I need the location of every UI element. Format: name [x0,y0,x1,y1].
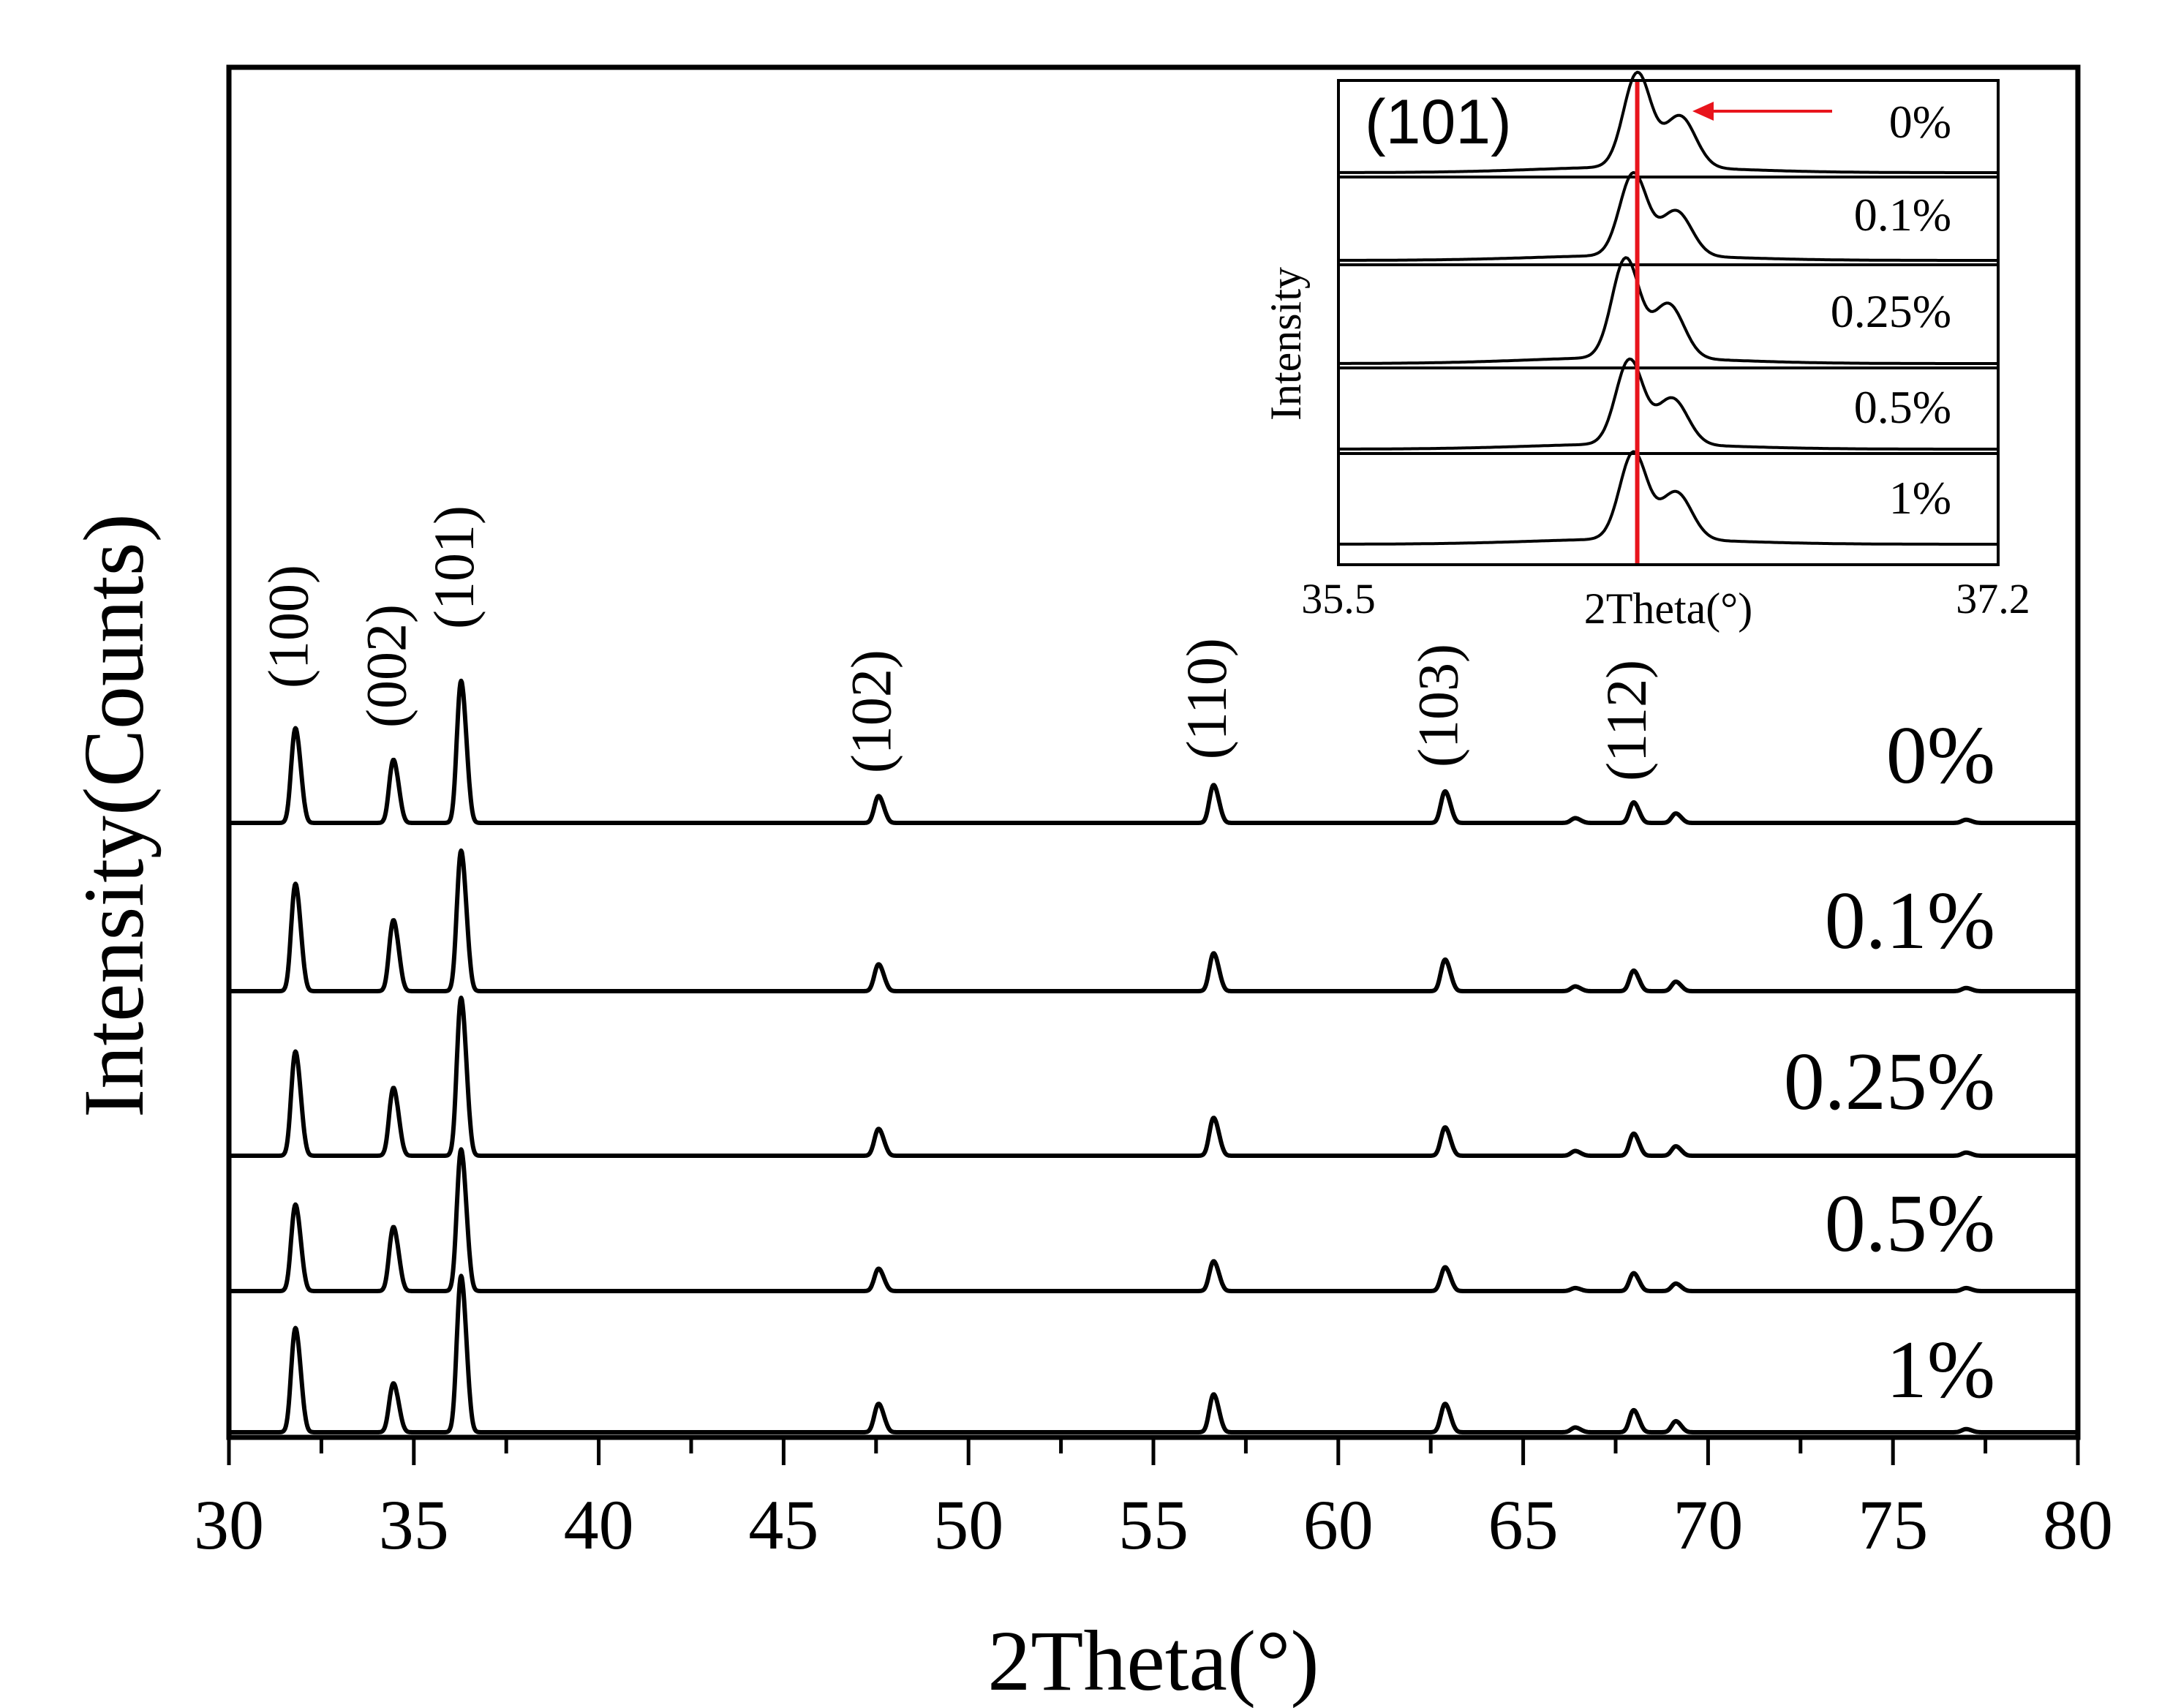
x-tick-label: 35 [379,1486,449,1564]
series-label: 0% [1886,710,1995,801]
xrd-series-line [227,996,2080,1158]
inset-panel-separators [1338,176,1998,455]
inset-panel-title: (101) [1365,87,1512,157]
inset-plot-frame [1337,79,2000,566]
x-axis-title: 2Theta(°) [987,1613,1319,1708]
inset-series-label: 0.5% [1854,381,1951,433]
inset-series-line [1337,450,2000,546]
peak-label: (101) [422,505,486,629]
x-tick-label: 65 [1488,1486,1559,1564]
series-label: 1% [1886,1325,1995,1415]
inset-plot: (101) 0% 0.1% 0.25% 0.5% 1% 35.5 37.2 2Theta… [1262,70,2030,633]
main-plot: (100) (002)(101)(102) (110) (103) (112) 0%0.… [66,64,2113,1708]
xrd-series-line [227,1274,2080,1434]
x-tick-label: 55 [1118,1486,1189,1564]
xrd-series-line [227,848,2080,993]
xrd-series-line [227,678,2080,825]
inset-series-label: 0% [1889,96,1951,148]
x-axis-tick-labels: 30 35 40 45 50 55 60 65 70 75 80 [194,1486,2113,1564]
x-tick-label: 60 [1303,1486,1374,1564]
series-labels: 0% 0.1% 0.25% 0.5% 1% [1784,710,1995,1415]
x-tick-label: 45 [748,1486,818,1564]
inset-series-label: 0.1% [1854,189,1951,241]
series-label: 0.25% [1784,1037,1995,1127]
inset-series-line [1337,170,2000,262]
x-tick-label: 30 [194,1486,264,1564]
peak-label: (110) [1175,638,1238,759]
xrd-series-line [227,1147,2080,1293]
x-tick-label: 40 [564,1486,634,1564]
inset-x-min-label: 35.5 [1301,575,1376,622]
x-tick-label: 50 [933,1486,1003,1564]
shift-arrow [1692,102,1832,121]
main-traces [227,678,2080,1434]
inset-series-labels: 0% 0.1% 0.25% 0.5% 1% [1831,96,1951,524]
inset-traces [1337,70,2000,546]
peak-label: (002) [354,604,418,728]
inset-y-axis-title: Intensity [1262,267,1310,421]
y-axis-title: Intensity(Counts) [66,513,162,1118]
shift-arrow-head [1692,102,1714,121]
peak-label: (100) [256,565,320,688]
inset-series-line [1337,256,2000,365]
inset-series-line [1337,70,2000,174]
inset-series-line [1337,357,2000,451]
peak-labels: (100) (002)(101) (102) (110) (103) (112) [256,505,1658,781]
inset-series-label: 1% [1889,472,1951,524]
inset-x-max-label: 37.2 [1956,575,2030,622]
series-label: 0.5% [1825,1178,1995,1269]
inset-series-label: 0.25% [1831,285,1951,337]
x-tick-label: 70 [1673,1486,1743,1564]
series-label: 0.1% [1825,876,1995,966]
inset-x-axis-title: 2Theta(°) [1584,584,1753,633]
peak-label: (103) [1406,644,1469,767]
x-axis-ticks [227,1437,2080,1465]
x-tick-label: 80 [2043,1486,2113,1564]
peak-label: (102) [840,650,903,773]
x-tick-label: 75 [1858,1486,1928,1564]
peak-label: (112) [1594,660,1658,781]
